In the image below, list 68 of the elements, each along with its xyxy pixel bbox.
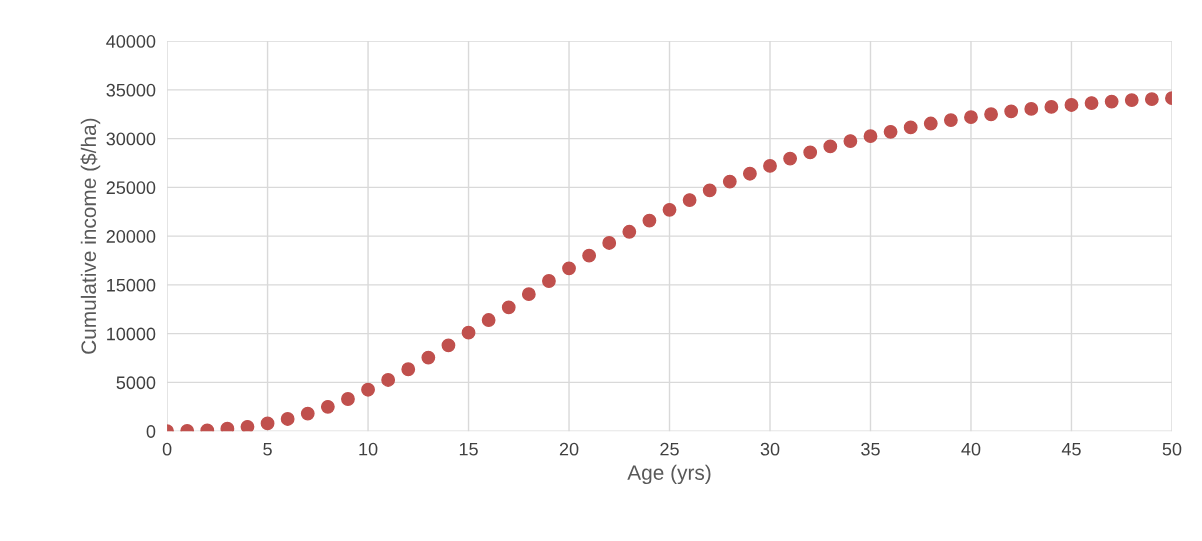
y-tick-label: 30000 — [106, 132, 156, 146]
point — [1044, 100, 1059, 114]
point — [783, 151, 798, 166]
point — [582, 248, 597, 263]
point — [722, 174, 737, 189]
point — [542, 274, 556, 288]
point — [562, 261, 576, 276]
point — [823, 139, 838, 154]
point — [300, 406, 315, 421]
y-tick-label: 35000 — [106, 83, 156, 97]
x-tick-label: 30 — [760, 442, 780, 456]
point — [1024, 101, 1039, 116]
point — [803, 145, 818, 160]
point — [863, 129, 878, 144]
x-tick-label: 15 — [459, 442, 478, 456]
x-tick-label: 5 — [263, 442, 272, 456]
y-tick-label: 10000 — [107, 327, 156, 341]
point — [943, 113, 958, 128]
x-tick-label: 35 — [861, 442, 880, 456]
x-tick-label: 40 — [961, 442, 981, 456]
x-axis-title: Age (yrs) — [627, 464, 711, 485]
x-tick-label: 25 — [660, 442, 679, 456]
point — [662, 202, 677, 217]
point — [903, 120, 918, 135]
point — [461, 325, 476, 340]
point — [742, 166, 757, 181]
point — [1004, 104, 1019, 119]
point — [763, 159, 777, 173]
point — [642, 213, 657, 228]
point — [361, 382, 375, 397]
point — [682, 193, 697, 207]
point — [702, 183, 717, 198]
point — [421, 350, 436, 365]
point — [240, 419, 255, 432]
point — [501, 300, 516, 315]
point — [381, 373, 396, 387]
point — [1124, 93, 1139, 108]
point — [341, 392, 355, 406]
point — [320, 399, 335, 414]
point — [843, 134, 858, 148]
x-tick-label: 50 — [1162, 442, 1182, 456]
point — [602, 236, 617, 250]
point — [1084, 96, 1099, 110]
point — [441, 338, 456, 353]
point — [280, 412, 295, 426]
y-tick-label: 0 — [146, 425, 156, 438]
point — [260, 416, 275, 431]
point — [521, 287, 536, 302]
point — [622, 224, 637, 239]
point — [401, 362, 416, 377]
point — [481, 313, 496, 327]
x-tick-label: 45 — [1061, 442, 1081, 456]
y-tick-label: 40000 — [106, 35, 156, 48]
y-tick-label: 5000 — [116, 376, 156, 390]
x-tick-label: 10 — [359, 442, 378, 456]
x-tick-label: 0 — [162, 442, 172, 456]
point — [1064, 98, 1079, 112]
point — [1104, 94, 1119, 109]
y-tick-label: 15000 — [107, 278, 156, 292]
point — [883, 124, 898, 139]
y-axis-title: Cumulative income ($/ha) — [80, 118, 101, 354]
x-tick-label: 20 — [559, 442, 579, 456]
point — [964, 110, 978, 125]
point — [923, 116, 938, 131]
point — [1144, 92, 1159, 107]
y-tick-label: 25000 — [106, 181, 156, 195]
y-tick-label: 20000 — [106, 230, 156, 243]
point — [984, 107, 998, 122]
